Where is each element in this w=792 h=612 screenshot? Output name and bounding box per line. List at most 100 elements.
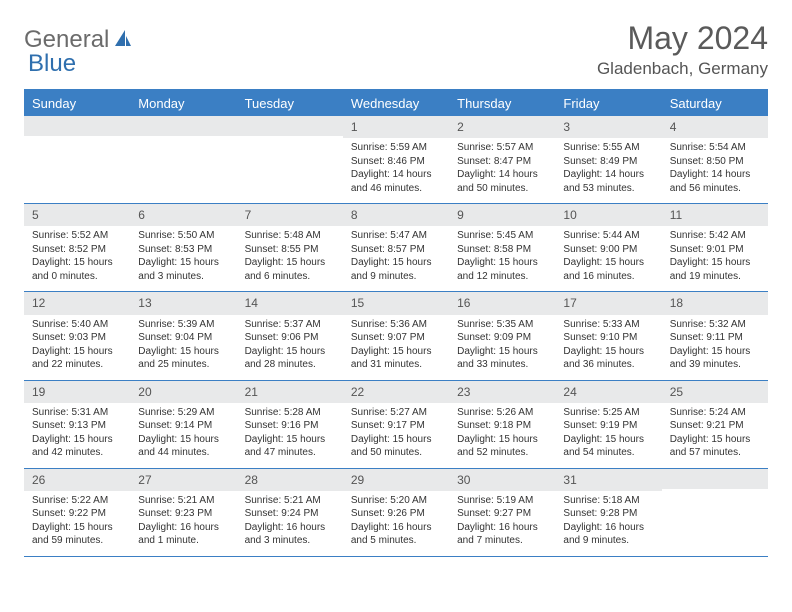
daylight-text: Daylight: 15 hours and 6 minutes. (245, 256, 335, 283)
day-number: 25 (662, 381, 768, 403)
day-number: 31 (555, 469, 661, 491)
day-cell (237, 116, 343, 204)
day-number: 13 (130, 292, 236, 314)
sunset-text: Sunset: 9:07 PM (351, 331, 441, 345)
sunset-text: Sunset: 9:26 PM (351, 507, 441, 521)
day-cell: 13Sunrise: 5:39 AMSunset: 9:04 PMDayligh… (130, 292, 236, 380)
sunset-text: Sunset: 9:11 PM (670, 331, 760, 345)
daylight-text: Daylight: 15 hours and 16 minutes. (563, 256, 653, 283)
daylight-text: Daylight: 14 hours and 50 minutes. (457, 168, 547, 195)
sunset-text: Sunset: 9:16 PM (245, 419, 335, 433)
weekday-header: Tuesday (237, 90, 343, 116)
daylight-text: Daylight: 16 hours and 9 minutes. (563, 521, 653, 548)
location-label: Gladenbach, Germany (597, 59, 768, 79)
day-cell (662, 468, 768, 556)
daylight-text: Daylight: 15 hours and 9 minutes. (351, 256, 441, 283)
day-details: Sunrise: 5:19 AMSunset: 9:27 PMDaylight:… (449, 491, 555, 556)
sunrise-text: Sunrise: 5:37 AM (245, 318, 335, 332)
day-details: Sunrise: 5:32 AMSunset: 9:11 PMDaylight:… (662, 315, 768, 380)
sunrise-text: Sunrise: 5:29 AM (138, 406, 228, 420)
logo-text-blue: Blue (28, 50, 76, 77)
sunset-text: Sunset: 8:58 PM (457, 243, 547, 257)
day-cell: 17Sunrise: 5:33 AMSunset: 9:10 PMDayligh… (555, 292, 661, 380)
calendar-table: SundayMondayTuesdayWednesdayThursdayFrid… (24, 89, 768, 557)
day-details: Sunrise: 5:36 AMSunset: 9:07 PMDaylight:… (343, 315, 449, 380)
sunset-text: Sunset: 9:18 PM (457, 419, 547, 433)
sunset-text: Sunset: 8:47 PM (457, 155, 547, 169)
day-details: Sunrise: 5:18 AMSunset: 9:28 PMDaylight:… (555, 491, 661, 556)
sunrise-text: Sunrise: 5:21 AM (245, 494, 335, 508)
sunrise-text: Sunrise: 5:55 AM (563, 141, 653, 155)
day-number: 27 (130, 469, 236, 491)
day-number: 6 (130, 204, 236, 226)
day-number (237, 116, 343, 136)
calendar-week-row: 1Sunrise: 5:59 AMSunset: 8:46 PMDaylight… (24, 116, 768, 204)
day-number: 29 (343, 469, 449, 491)
weekday-header: Saturday (662, 90, 768, 116)
day-cell: 11Sunrise: 5:42 AMSunset: 9:01 PMDayligh… (662, 204, 768, 292)
day-details: Sunrise: 5:22 AMSunset: 9:22 PMDaylight:… (24, 491, 130, 556)
daylight-text: Daylight: 14 hours and 53 minutes. (563, 168, 653, 195)
day-cell: 29Sunrise: 5:20 AMSunset: 9:26 PMDayligh… (343, 468, 449, 556)
day-details: Sunrise: 5:35 AMSunset: 9:09 PMDaylight:… (449, 315, 555, 380)
daylight-text: Daylight: 16 hours and 5 minutes. (351, 521, 441, 548)
day-number: 7 (237, 204, 343, 226)
daylight-text: Daylight: 15 hours and 44 minutes. (138, 433, 228, 460)
page-header: General May 2024 Gladenbach, Germany (24, 20, 768, 79)
day-details: Sunrise: 5:52 AMSunset: 8:52 PMDaylight:… (24, 226, 130, 291)
sunrise-text: Sunrise: 5:39 AM (138, 318, 228, 332)
sunrise-text: Sunrise: 5:45 AM (457, 229, 547, 243)
daylight-text: Daylight: 16 hours and 7 minutes. (457, 521, 547, 548)
day-cell (24, 116, 130, 204)
daylight-text: Daylight: 15 hours and 31 minutes. (351, 345, 441, 372)
sunset-text: Sunset: 8:57 PM (351, 243, 441, 257)
day-details: Sunrise: 5:27 AMSunset: 9:17 PMDaylight:… (343, 403, 449, 468)
day-details: Sunrise: 5:20 AMSunset: 9:26 PMDaylight:… (343, 491, 449, 556)
sunset-text: Sunset: 9:14 PM (138, 419, 228, 433)
day-number: 12 (24, 292, 130, 314)
day-details: Sunrise: 5:24 AMSunset: 9:21 PMDaylight:… (662, 403, 768, 468)
sunrise-text: Sunrise: 5:42 AM (670, 229, 760, 243)
month-title: May 2024 (597, 20, 768, 57)
day-number: 20 (130, 381, 236, 403)
sunset-text: Sunset: 9:09 PM (457, 331, 547, 345)
day-details: Sunrise: 5:44 AMSunset: 9:00 PMDaylight:… (555, 226, 661, 291)
day-cell: 15Sunrise: 5:36 AMSunset: 9:07 PMDayligh… (343, 292, 449, 380)
day-details: Sunrise: 5:37 AMSunset: 9:06 PMDaylight:… (237, 315, 343, 380)
sunrise-text: Sunrise: 5:19 AM (457, 494, 547, 508)
day-cell: 28Sunrise: 5:21 AMSunset: 9:24 PMDayligh… (237, 468, 343, 556)
sunrise-text: Sunrise: 5:48 AM (245, 229, 335, 243)
daylight-text: Daylight: 15 hours and 57 minutes. (670, 433, 760, 460)
sunrise-text: Sunrise: 5:22 AM (32, 494, 122, 508)
sunset-text: Sunset: 9:00 PM (563, 243, 653, 257)
day-cell: 24Sunrise: 5:25 AMSunset: 9:19 PMDayligh… (555, 380, 661, 468)
day-details: Sunrise: 5:21 AMSunset: 9:23 PMDaylight:… (130, 491, 236, 556)
sunset-text: Sunset: 9:28 PM (563, 507, 653, 521)
sunset-text: Sunset: 9:03 PM (32, 331, 122, 345)
weekday-header: Thursday (449, 90, 555, 116)
sunrise-text: Sunrise: 5:40 AM (32, 318, 122, 332)
calendar-week-row: 26Sunrise: 5:22 AMSunset: 9:22 PMDayligh… (24, 468, 768, 556)
day-number: 14 (237, 292, 343, 314)
day-number: 9 (449, 204, 555, 226)
day-details: Sunrise: 5:42 AMSunset: 9:01 PMDaylight:… (662, 226, 768, 291)
daylight-text: Daylight: 15 hours and 50 minutes. (351, 433, 441, 460)
sunrise-text: Sunrise: 5:21 AM (138, 494, 228, 508)
day-number: 16 (449, 292, 555, 314)
day-cell: 10Sunrise: 5:44 AMSunset: 9:00 PMDayligh… (555, 204, 661, 292)
weekday-header: Friday (555, 90, 661, 116)
day-cell: 12Sunrise: 5:40 AMSunset: 9:03 PMDayligh… (24, 292, 130, 380)
day-number: 3 (555, 116, 661, 138)
day-number (130, 116, 236, 136)
day-details: Sunrise: 5:48 AMSunset: 8:55 PMDaylight:… (237, 226, 343, 291)
day-cell: 31Sunrise: 5:18 AMSunset: 9:28 PMDayligh… (555, 468, 661, 556)
sunset-text: Sunset: 9:27 PM (457, 507, 547, 521)
sunrise-text: Sunrise: 5:18 AM (563, 494, 653, 508)
day-cell: 6Sunrise: 5:50 AMSunset: 8:53 PMDaylight… (130, 204, 236, 292)
day-number: 22 (343, 381, 449, 403)
day-cell: 21Sunrise: 5:28 AMSunset: 9:16 PMDayligh… (237, 380, 343, 468)
day-cell: 20 Sunrise: 5:29 AMSunset: 9:14 PMDayligh… (130, 380, 236, 468)
day-number: 28 (237, 469, 343, 491)
daylight-text: Daylight: 15 hours and 59 minutes. (32, 521, 122, 548)
day-number: 4 (662, 116, 768, 138)
